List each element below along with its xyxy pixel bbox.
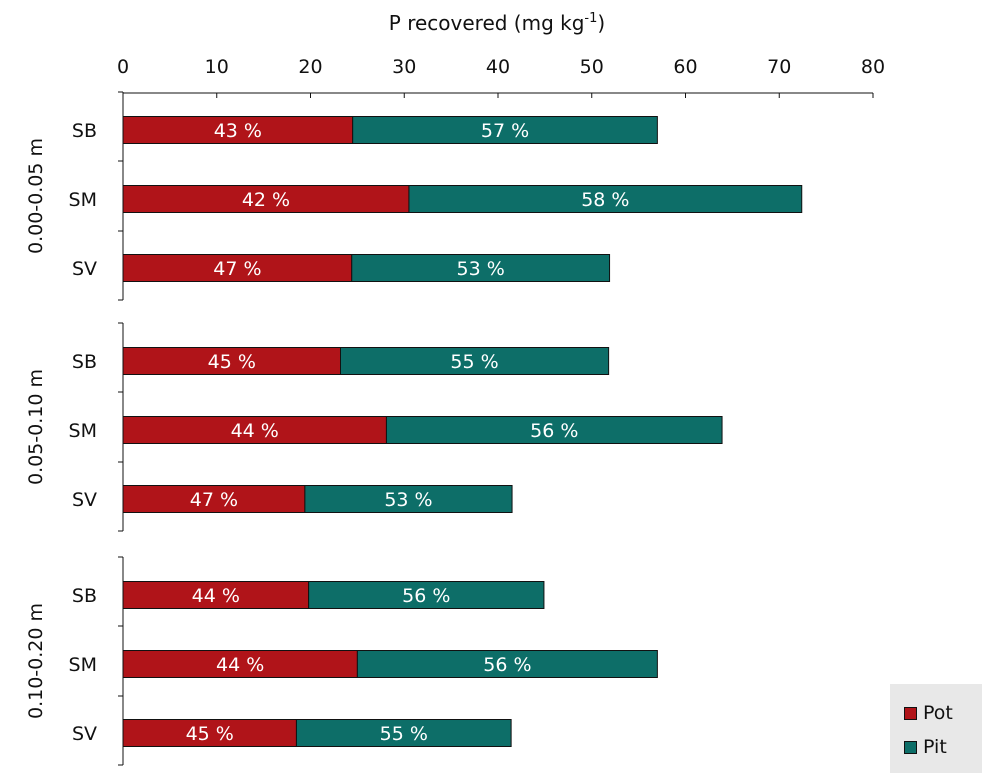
bar-label: 55 % (380, 723, 428, 745)
bar-pot (122, 581, 310, 609)
x-tick-label: 40 (486, 56, 510, 78)
bars: 43 % 57 % 42 % 58 % 47 % 53 % 45 % 55 % 44 % 56 %… (122, 116, 803, 747)
bar-label: 53 % (384, 489, 432, 511)
bar-label: 56 % (483, 654, 531, 676)
bar-label: 47 % (190, 489, 238, 511)
x-axis-title-unit-exponent: -1 (584, 11, 597, 26)
bar-label: 47 % (213, 258, 261, 280)
bar-pit (351, 254, 611, 282)
category-label: SV (72, 723, 97, 745)
bar-pot (122, 485, 306, 513)
legend-item-pot: Pot (904, 702, 953, 724)
legend-label-pot: Pot (923, 702, 953, 724)
x-tick-label: 20 (298, 56, 322, 78)
bar-label: 44 % (231, 420, 279, 442)
category-label: SV (72, 258, 97, 280)
axes: 0 10 20 30 40 50 60 70 80 0.00-0.05 m SB SM SV 0.05-0… (25, 56, 885, 766)
x-axis-title-main: P recovered (mg kg (389, 11, 585, 35)
legend-swatch-pit (904, 740, 917, 754)
category-label: SB (72, 351, 97, 373)
group-label: 0.05-0.10 m (25, 369, 47, 485)
bar-label: 44 % (216, 654, 264, 676)
category-label: SM (69, 654, 97, 676)
bar-label: 55 % (450, 351, 498, 373)
category-label: SM (69, 420, 97, 442)
bar-pot (122, 719, 297, 747)
legend-label-pit: Pit (923, 736, 947, 758)
group-label: 0.10-0.20 m (25, 603, 47, 719)
bar-label: 45 % (208, 351, 256, 373)
x-tick-label: 50 (580, 56, 604, 78)
x-tick-label: 10 (205, 56, 229, 78)
bar-pit (352, 116, 658, 144)
bar-label: 43 % (214, 120, 262, 142)
bar-pot (122, 650, 358, 678)
bar-label: 56 % (530, 420, 578, 442)
bar-pot (122, 347, 341, 375)
bar-label: 45 % (186, 723, 234, 745)
legend-swatch-pot (904, 706, 917, 720)
bar-pit (304, 485, 513, 513)
x-axis-title-end: ) (597, 11, 605, 35)
x-tick-label: 80 (861, 56, 885, 78)
bar-pot (122, 185, 410, 213)
bar-pit (308, 581, 545, 609)
x-axis-title: P recovered (mg kg-1) (389, 11, 605, 35)
x-tick-label: 70 (767, 56, 791, 78)
category-label: SB (72, 120, 97, 142)
bar-label: 42 % (242, 189, 290, 211)
legend: Pot Pit (890, 684, 982, 773)
bar-pot (122, 116, 354, 144)
bar-label: 53 % (457, 258, 505, 280)
bar-pit (340, 347, 610, 375)
category-label: SV (72, 489, 97, 511)
bar-label: 44 % (192, 585, 240, 607)
group-label: 0.00-0.05 m (25, 138, 47, 254)
x-tick-label: 30 (392, 56, 416, 78)
bar-pit (295, 719, 512, 747)
bar-label: 57 % (481, 120, 529, 142)
bar-pot (122, 254, 353, 282)
category-label: SB (72, 585, 97, 607)
x-tick-label: 60 (673, 56, 697, 78)
bar-label: 56 % (402, 585, 450, 607)
bar-pit (356, 650, 658, 678)
bar-pit (408, 185, 803, 213)
bar-pit (385, 416, 723, 444)
bar-label: 58 % (581, 189, 629, 211)
category-label: SM (69, 189, 97, 211)
x-tick-label: 0 (117, 56, 129, 78)
legend-item-pit: Pit (904, 736, 947, 758)
